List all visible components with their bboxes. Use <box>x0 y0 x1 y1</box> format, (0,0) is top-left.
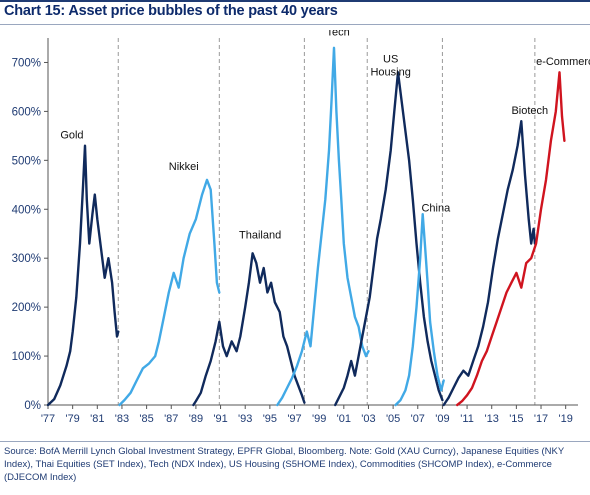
x-tick-label: '97 <box>287 413 301 425</box>
series-line-biotech <box>442 120 537 407</box>
series-line-thailand <box>192 252 306 407</box>
y-tick-label: 500% <box>12 155 41 167</box>
x-tick-label: '19 <box>559 413 573 425</box>
x-tick-label: '83 <box>115 413 129 425</box>
title-underline <box>0 24 590 25</box>
x-tick-label: '93 <box>238 413 252 425</box>
x-tick-label: '79 <box>65 413 79 425</box>
y-tick-label: 700% <box>12 57 41 69</box>
series-label-biotech: Biotech <box>511 105 548 117</box>
series-label-gold: Gold <box>60 129 83 141</box>
x-tick-label: '09 <box>435 413 449 425</box>
x-tick-label: '81 <box>90 413 104 425</box>
title-top-rule <box>0 0 590 2</box>
x-tick-label: '99 <box>312 413 326 425</box>
series-line-e-commerce <box>456 71 566 407</box>
series-line-china <box>394 213 445 407</box>
series-label-tech: Tech <box>327 30 350 39</box>
source-note: Source: BofA Merrill Lynch Global Invest… <box>4 446 565 483</box>
y-tick-label: 200% <box>12 302 41 314</box>
y-tick-label: 400% <box>12 204 41 216</box>
series-line-gold <box>46 144 120 407</box>
y-tick-label: 600% <box>12 106 41 118</box>
x-tick-label: '11 <box>460 413 474 425</box>
x-tick-label: '87 <box>164 413 178 425</box>
series-label-china: China <box>421 203 451 215</box>
x-tick-label: '95 <box>263 413 277 425</box>
y-tick-label: 100% <box>12 351 41 363</box>
x-tick-label: '01 <box>337 413 351 425</box>
line-chart: 0% 100% 200% 300% 400% 500% 600% 700% '77 '79 '81 '… <box>12 30 590 425</box>
y-tick-label: 0% <box>24 400 41 412</box>
series-label-us-housing: US Housing <box>370 53 410 78</box>
footer-rule <box>0 441 590 442</box>
x-tick-label: '17 <box>534 413 548 425</box>
x-tick-label: '03 <box>361 413 375 425</box>
series-line-nikkei <box>118 178 221 407</box>
series-line-tech <box>276 46 370 407</box>
x-tick-label: '91 <box>213 413 227 425</box>
chart-title: Chart 15: Asset price bubbles of the pas… <box>4 3 338 19</box>
series-label-thailand: Thailand <box>239 230 281 242</box>
x-tick-label: '85 <box>139 413 153 425</box>
series-label-nikkei: Nikkei <box>169 161 199 173</box>
x-tick-label: '05 <box>386 413 400 425</box>
x-tick-label: '13 <box>485 413 499 425</box>
series-label-e-commerce: e-Commerce <box>536 56 590 68</box>
x-tick-label: '89 <box>189 413 203 425</box>
x-tick-label: '77 <box>41 413 55 425</box>
y-tick-label: 300% <box>12 253 41 265</box>
x-tick-label: '07 <box>411 413 425 425</box>
series-line-us-housing <box>334 71 444 407</box>
x-tick-label: '15 <box>509 413 523 425</box>
